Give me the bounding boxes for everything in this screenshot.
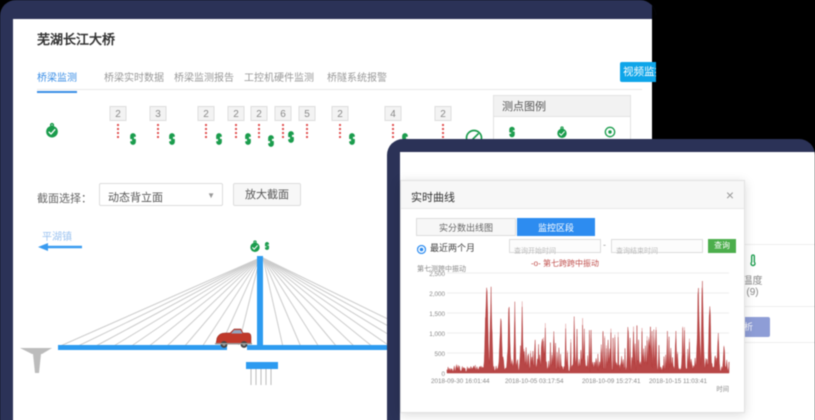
svg-text:时间: 时间 [716,384,729,393]
svg-text:2018-10-05 03:17:54: 2018-10-05 03:17:54 [505,378,564,385]
svg-text:2018-09-30 16:01:44: 2018-09-30 16:01:44 [431,378,490,385]
svg-text:0: 0 [441,371,445,378]
svg-text:1,000: 1,000 [429,331,445,338]
svg-text:2018-10-09 15:27:41: 2018-10-09 15:27:41 [582,378,641,385]
svg-text:1,500: 1,500 [429,311,445,318]
svg-text:2018-10-15 11:03:41: 2018-10-15 11:03:41 [649,378,708,385]
svg-text:500: 500 [434,351,445,358]
svg-text:2,000: 2,000 [429,291,445,298]
svg-text:2,500: 2,500 [429,271,445,278]
